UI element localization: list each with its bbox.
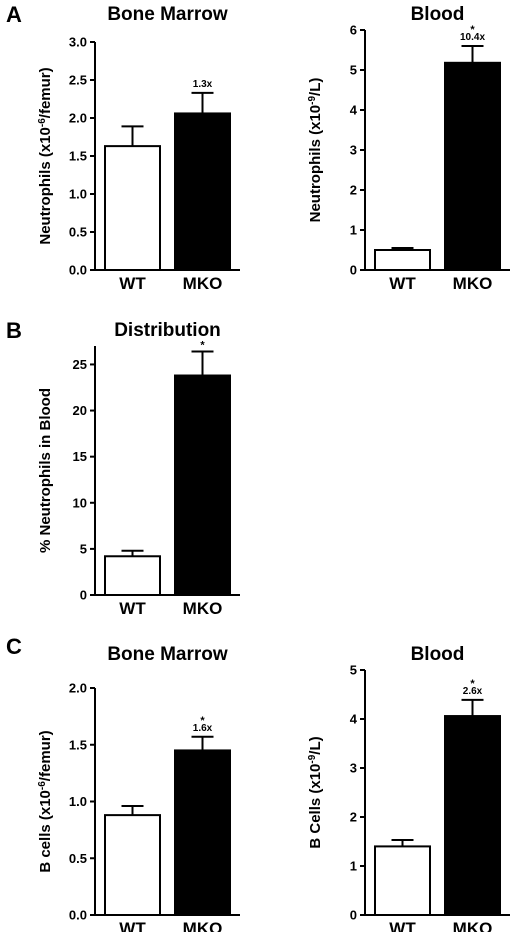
x-tick-label: WT <box>119 274 146 293</box>
y-tick-label: 20 <box>73 403 87 418</box>
y-tick-label: 3 <box>350 761 357 776</box>
bar-mko <box>174 374 231 596</box>
chart-4: Blood 0 1 2 3 4 5 B Cells (x10-9/L) WT MKO 2.6x* <box>307 644 510 932</box>
y-tick-label: 25 <box>73 357 87 372</box>
significance-star: * <box>470 678 475 690</box>
panel-letter-b: B <box>6 318 22 343</box>
y-tick-label: 5 <box>350 63 357 78</box>
bar-mko <box>444 61 501 271</box>
chart-title: Distribution <box>114 320 221 341</box>
chart-title: Blood <box>411 644 465 665</box>
y-tick-label: 3 <box>350 143 357 158</box>
fold-change-label: 1.3x <box>193 79 213 90</box>
x-tick-label: MKO <box>453 919 493 932</box>
y-tick-label: 0.0 <box>69 908 87 923</box>
y-tick-label: 2.0 <box>69 681 87 696</box>
x-tick-label: WT <box>389 919 416 932</box>
fold-change-label: 10.4x <box>460 32 485 43</box>
y-tick-label: 6 <box>350 23 357 38</box>
y-axis-label: Neutrophils (x10-6/femur) <box>37 67 55 244</box>
y-axis-label: B cells (x10-6/femur) <box>37 730 55 872</box>
significance-star: * <box>200 715 205 727</box>
y-tick-label: 0 <box>80 588 87 603</box>
y-tick-label: 1 <box>350 223 357 238</box>
y-tick-label: 1.0 <box>69 187 87 202</box>
y-tick-label: 4 <box>350 103 358 118</box>
panel-letter-c: C <box>6 634 22 659</box>
y-tick-label: 15 <box>73 449 87 464</box>
x-tick-label: MKO <box>183 274 223 293</box>
bar-wt <box>104 814 161 916</box>
y-tick-label: 1.5 <box>69 737 87 752</box>
bar-mko <box>444 715 501 916</box>
y-tick-label: 5 <box>350 663 357 678</box>
y-tick-label: 2 <box>350 183 357 198</box>
y-tick-label: 0.0 <box>69 263 87 278</box>
bar-mko <box>174 112 231 271</box>
y-tick-label: 0.5 <box>69 851 87 866</box>
y-axis-label: B Cells (x10-9/L) <box>307 736 325 848</box>
y-tick-label: 3.0 <box>69 35 87 50</box>
bar-wt <box>104 145 161 271</box>
chart-3: Bone Marrow 0.0 0.5 1.0 1.5 2.0 B cells (x10-6… <box>37 644 240 932</box>
y-tick-label: 1.5 <box>69 149 87 164</box>
panel-letter-a: A <box>6 2 22 27</box>
chart-title: Blood <box>411 4 465 25</box>
y-tick-label: 4 <box>350 712 358 727</box>
chart-title: Bone Marrow <box>107 4 228 25</box>
fold-change-label: 1.6x <box>193 723 213 734</box>
y-tick-label: 0 <box>350 263 357 278</box>
bar-wt <box>374 845 431 917</box>
x-tick-label: MKO <box>183 919 223 932</box>
x-tick-label: WT <box>119 599 146 618</box>
x-tick-label: WT <box>389 274 416 293</box>
y-tick-label: 2.5 <box>69 73 87 88</box>
x-tick-label: MKO <box>453 274 493 293</box>
x-tick-label: MKO <box>183 599 223 618</box>
y-tick-label: 5 <box>80 541 87 556</box>
y-tick-label: 2.0 <box>69 111 87 126</box>
chart-title: Bone Marrow <box>107 644 228 665</box>
fold-change-label: 2.6x <box>463 686 483 697</box>
y-tick-label: 2 <box>350 810 357 825</box>
y-tick-label: 1 <box>350 859 357 874</box>
chart-1: Blood 0 1 2 3 4 5 6 Neutrophils (x10-9/L) WT MKO 10… <box>307 4 510 293</box>
y-tick-label: 1.0 <box>69 794 87 809</box>
y-tick-label: 10 <box>73 495 87 510</box>
significance-star: * <box>470 24 475 36</box>
chart-0: Bone Marrow 0.0 0.5 1.0 1.5 2.0 2.5 3.0 Neutroph… <box>37 4 240 293</box>
significance-star: * <box>200 340 205 352</box>
bar-wt <box>104 555 161 596</box>
y-axis-label: % Neutrophils in Blood <box>37 388 54 553</box>
bar-wt <box>374 249 431 271</box>
y-axis-label: Neutrophils (x10-9/L) <box>307 78 325 223</box>
bar-mko <box>174 749 231 916</box>
chart-2: Distribution 0 5 10 15 20 25 % Neutrophils in B… <box>37 320 240 618</box>
y-tick-label: 0 <box>350 908 357 923</box>
y-tick-label: 0.5 <box>69 225 87 240</box>
x-tick-label: WT <box>119 919 146 932</box>
